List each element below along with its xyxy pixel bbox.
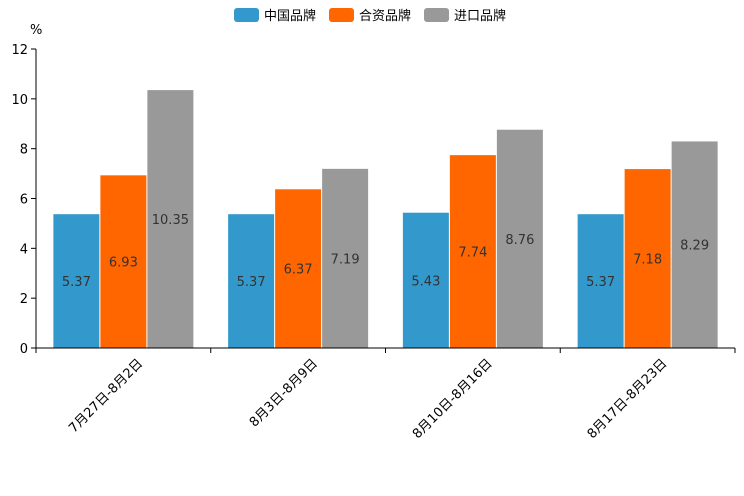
bar bbox=[147, 90, 194, 349]
legend-item[interactable]: 中国品牌 bbox=[234, 8, 316, 24]
x-tick-label: 8月17日-8月23日 bbox=[585, 356, 671, 442]
legend-swatch bbox=[329, 8, 354, 22]
y-tick-label: 10 bbox=[11, 93, 28, 108]
y-tick-label: 6 bbox=[20, 193, 28, 208]
bar bbox=[449, 155, 496, 348]
x-tick-label: 8月3日-8月9日 bbox=[247, 356, 321, 430]
y-tick-label: 0 bbox=[20, 342, 28, 357]
bar bbox=[402, 212, 449, 348]
y-axis: 0 2 4 6 8 10 12 bbox=[11, 43, 37, 357]
y-axis-unit-label: % bbox=[30, 23, 42, 38]
bar bbox=[228, 214, 275, 348]
legend-item[interactable]: 进口品牌 bbox=[424, 8, 506, 24]
bar bbox=[53, 214, 100, 348]
legend: 中国品牌 合资品牌 进口品牌 bbox=[234, 8, 506, 24]
bar bbox=[100, 175, 147, 348]
data-label: 7.18 bbox=[633, 253, 662, 268]
x-axis: 7月27日-8月2日 8月3日-8月9日 8月10日-8月16日 8月17日-8月23… bbox=[35, 347, 736, 442]
y-tick-label: 8 bbox=[20, 143, 28, 158]
legend-label: 进口品牌 bbox=[454, 8, 506, 24]
data-label: 5.37 bbox=[237, 275, 266, 290]
legend-swatch bbox=[234, 8, 259, 22]
bar bbox=[577, 214, 624, 348]
bar bbox=[624, 169, 671, 348]
data-label: 7.74 bbox=[458, 246, 487, 261]
data-label: 6.37 bbox=[284, 263, 313, 278]
data-label: 8.76 bbox=[505, 233, 534, 248]
y-tick-label: 4 bbox=[20, 242, 28, 257]
bar bbox=[275, 189, 322, 348]
data-label: 10.35 bbox=[152, 213, 189, 228]
legend-swatch bbox=[424, 8, 449, 22]
legend-label: 合资品牌 bbox=[359, 8, 411, 24]
x-tick-label: 7月27日-8月2日 bbox=[66, 356, 146, 436]
bar bbox=[322, 168, 369, 348]
data-label: 6.93 bbox=[109, 256, 138, 271]
data-label: 8.29 bbox=[680, 239, 709, 254]
data-label: 5.43 bbox=[411, 274, 440, 289]
data-label: 5.37 bbox=[62, 275, 91, 290]
legend-item[interactable]: 合资品牌 bbox=[329, 8, 411, 24]
legend-label: 中国品牌 bbox=[264, 8, 316, 24]
y-tick-label: 2 bbox=[20, 292, 28, 307]
x-tick-label: 8月10日-8月16日 bbox=[410, 356, 496, 442]
data-label: 5.37 bbox=[586, 275, 615, 290]
data-label: 7.19 bbox=[331, 252, 360, 267]
bar bbox=[496, 129, 543, 348]
bar bbox=[671, 141, 718, 348]
y-tick-label: 12 bbox=[11, 43, 28, 58]
bars: 5.37 6.93 10.35 5.37 6.37 7.19 5.43 7.74 8.76 5.3… bbox=[53, 90, 718, 349]
